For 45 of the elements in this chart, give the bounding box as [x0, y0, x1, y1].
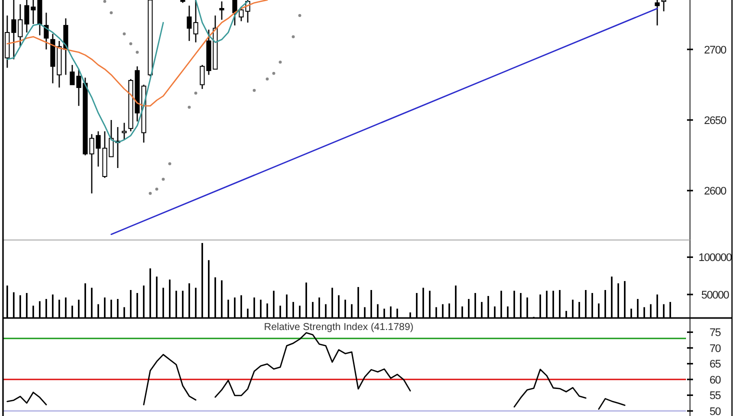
point	[188, 106, 191, 109]
y-tick-label: 100000	[698, 252, 732, 264]
candlestick	[96, 130, 101, 168]
candlestick	[193, 0, 198, 43]
y-tick-label: 60	[709, 374, 721, 386]
y-tick-label: 2650	[704, 115, 727, 127]
y-tick-label: 2600	[704, 186, 727, 198]
y-tick-label: 50000	[701, 289, 730, 302]
candlestick	[200, 64, 205, 90]
y-tick-label: 65	[709, 358, 721, 371]
candlestick	[661, 0, 666, 12]
point	[168, 162, 172, 166]
point	[122, 32, 126, 36]
y-tick-label: 70	[709, 342, 721, 355]
point	[148, 192, 152, 195]
point	[136, 50, 139, 54]
candlestick	[89, 134, 94, 194]
y-tick-label: 2700	[704, 44, 727, 56]
candlestick	[37, 0, 42, 36]
candlestick	[76, 68, 82, 106]
candlestick	[186, 5, 192, 42]
candlestick	[11, 0, 16, 60]
point	[162, 178, 165, 181]
point	[129, 42, 132, 46]
point	[266, 78, 269, 81]
y-tick-label: 50	[709, 406, 721, 416]
point	[155, 188, 158, 191]
y-tick-label: 55	[709, 390, 721, 402]
point	[194, 92, 198, 95]
y-tick-label: 75	[709, 327, 721, 340]
candlestick	[219, 0, 224, 20]
candlestick	[18, 4, 23, 48]
point	[103, 0, 106, 3]
chart-title: Relative Strength Index (41.1789)	[264, 322, 414, 333]
point	[252, 88, 256, 92]
candlestick	[70, 64, 75, 86]
candlestick	[654, 0, 660, 26]
point	[272, 72, 276, 75]
point	[278, 60, 282, 64]
point	[292, 35, 295, 38]
point	[110, 11, 113, 14]
candlestick	[30, 0, 36, 25]
candlestick	[24, 0, 30, 34]
point	[298, 14, 302, 18]
candlestick	[238, 6, 244, 22]
